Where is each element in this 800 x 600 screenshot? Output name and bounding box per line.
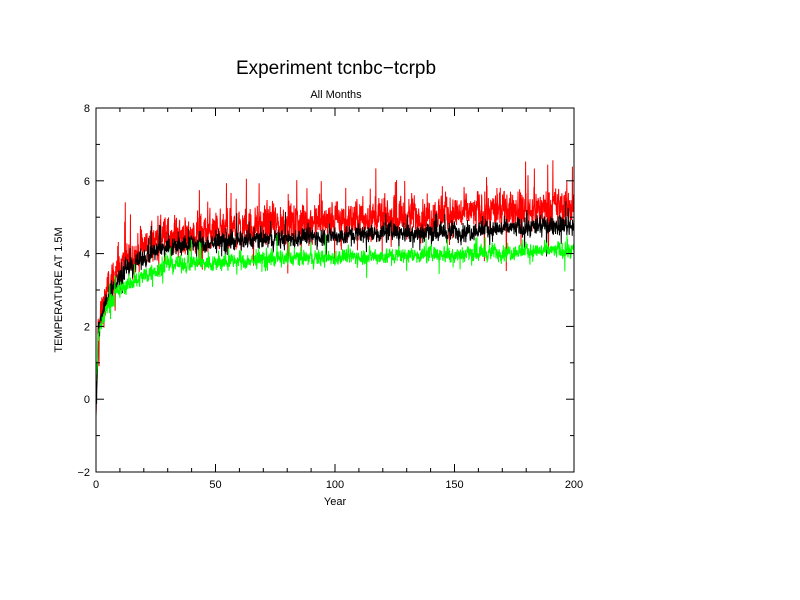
series-line-black — [95, 201, 575, 417]
x-tick-label: 50 — [209, 479, 221, 491]
chart-title: Experiment tcnbc−tcrpb — [236, 58, 436, 79]
chart-subtitle: All Months — [310, 89, 362, 101]
x-tick-label: 0 — [93, 479, 99, 491]
y-tick-label: 4 — [84, 249, 90, 261]
y-axis-label: TEMPERATURE AT 1.5M — [53, 227, 65, 352]
y-tick-label: −2 — [77, 467, 90, 479]
y-tick-label: 6 — [84, 176, 90, 188]
series-line-green — [95, 234, 575, 382]
x-tick-label: 100 — [326, 479, 344, 491]
series-layer — [95, 160, 575, 417]
series-line-red — [95, 160, 575, 416]
y-tick-label: 8 — [84, 103, 90, 115]
plot-frame — [95, 107, 575, 473]
x-axis-label: Year — [324, 496, 347, 508]
x-tick-label: 150 — [445, 479, 463, 491]
x-tick-label: 200 — [565, 479, 583, 491]
y-tick-label: 2 — [84, 321, 90, 333]
y-tick-label: 0 — [84, 394, 90, 406]
